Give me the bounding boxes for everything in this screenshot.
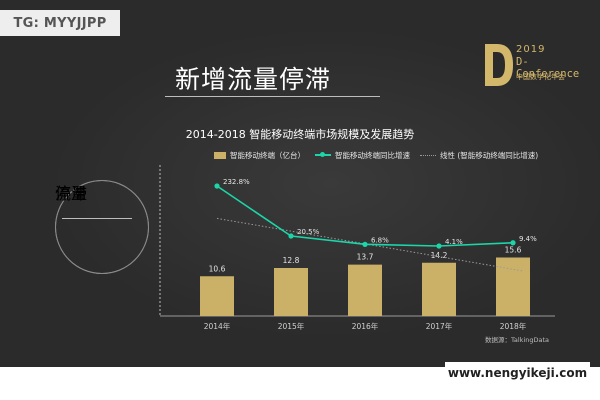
growth-label: 20.5% xyxy=(297,228,320,236)
growth-point xyxy=(436,243,442,249)
logo-year: 2019 xyxy=(516,44,546,55)
growth-line xyxy=(216,185,514,247)
bar-label: 15.6 xyxy=(505,246,522,255)
growth-point xyxy=(288,233,294,239)
growth-point xyxy=(362,241,368,247)
logo-subtitle: 中国数字化年会 xyxy=(516,73,565,81)
legend-swatch-line xyxy=(315,152,331,157)
x-tick-label: 2014年 xyxy=(204,321,231,331)
bar-label: 12.8 xyxy=(283,256,300,265)
bar-label: 10.6 xyxy=(209,264,226,273)
x-tick-label: 2017年 xyxy=(426,321,453,331)
d-logo-icon xyxy=(485,44,513,86)
legend-label-trend: 线性 (智能移动终端同比增速) xyxy=(440,150,539,160)
badge-line2: 停滞 xyxy=(55,184,88,203)
chart-legend: 智能移动终端（亿台） 智能移动终端同比增速 线性 (智能移动终端同比增速) xyxy=(214,149,548,161)
legend-item-bars: 智能移动终端（亿台） xyxy=(214,150,305,161)
source-note: 数据源：TalkingData xyxy=(485,336,550,344)
badge-line1: 流量 xyxy=(55,184,88,203)
bar-2015年 xyxy=(274,268,308,316)
slide: 新增流量停滞 2019 D-Conference 中国数字化年会 流量 停滞 2… xyxy=(0,0,600,367)
legend-item-growth: 智能移动终端同比增速 xyxy=(315,150,410,161)
chart-canvas: 10.6 2014年 12.8 2015年 13.7 2016年 14.2 2017年 15.6… xyxy=(159,165,555,331)
x-tick-label: 2016年 xyxy=(352,321,379,331)
bar-label: 14.2 xyxy=(431,251,448,260)
d-conference-logo: 2019 D-Conference 中国数字化年会 xyxy=(483,42,583,92)
legend-swatch-bar xyxy=(214,151,226,159)
badge-divider xyxy=(62,218,132,219)
chart-title: 2014-2018 智能移动终端市场规模及发展趋势 xyxy=(185,128,415,141)
bar-2014年 xyxy=(200,276,234,316)
growth-label: 9.4% xyxy=(519,235,537,243)
watermark-label: TG: MYYJJPP xyxy=(0,10,120,36)
x-tick-label: 2018年 xyxy=(500,321,527,331)
growth-point xyxy=(214,183,220,189)
legend-label-growth: 智能移动终端同比增速 xyxy=(335,150,410,160)
title-divider xyxy=(165,96,380,97)
legend-swatch-trend xyxy=(420,154,436,156)
legend-label-bars: 智能移动终端（亿台） xyxy=(230,150,305,160)
growth-point xyxy=(510,240,516,246)
growth-label: 232.8% xyxy=(223,178,250,186)
logo-name: D-Conference xyxy=(516,56,580,80)
bar-2017年 xyxy=(422,262,456,316)
growth-label: 4.1% xyxy=(445,238,463,246)
page-title: 新增流量停滞 xyxy=(175,65,332,94)
website-url: www.nengyikeji.com xyxy=(445,362,590,384)
x-tick-label: 2015年 xyxy=(278,321,305,331)
bar-2016年 xyxy=(348,264,382,316)
bar-label: 13.7 xyxy=(357,253,374,262)
bar-2018年 xyxy=(496,257,530,316)
growth-label: 6.8% xyxy=(371,236,389,244)
legend-item-trend: 线性 (智能移动终端同比增速) xyxy=(420,150,538,161)
